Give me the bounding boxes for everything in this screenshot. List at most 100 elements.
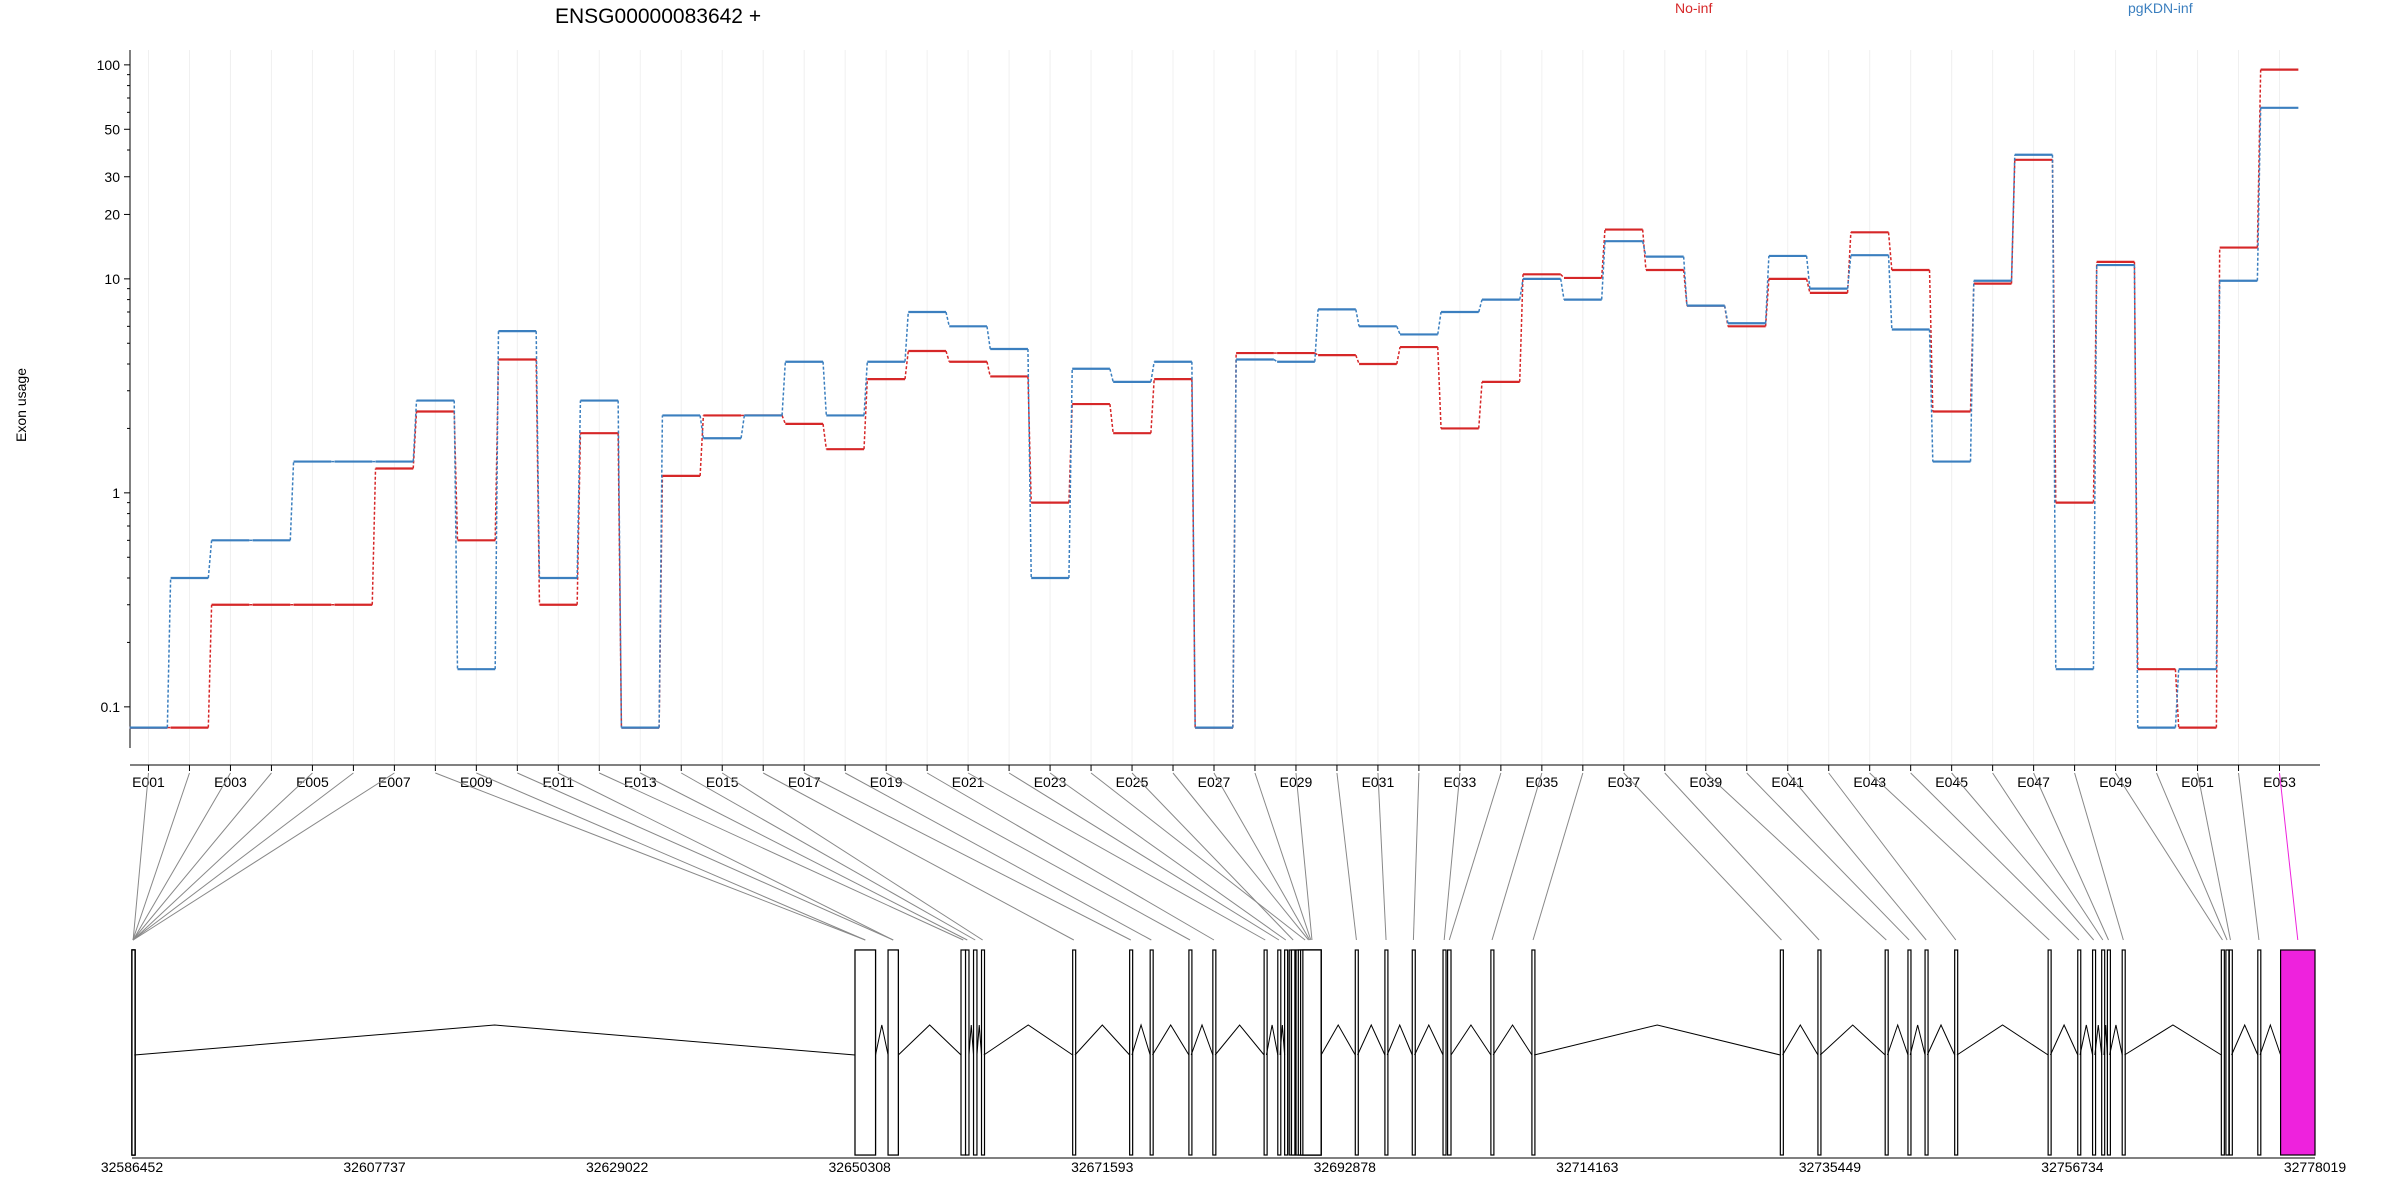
intron-line xyxy=(875,1024,889,1056)
series-connector xyxy=(494,331,500,670)
x-tick-label: E013 xyxy=(624,774,657,790)
intron-line xyxy=(2231,1023,2259,1056)
intron-line xyxy=(1214,1024,1265,1056)
exon-box xyxy=(960,949,967,1156)
intron-line xyxy=(1190,1023,1214,1056)
series-connector xyxy=(1969,283,1975,412)
x-tick-label: E035 xyxy=(1525,774,1558,790)
exon-connector xyxy=(1951,772,2095,941)
genome-coordinate-label: 32629022 xyxy=(586,1159,649,1175)
series-connector xyxy=(1887,255,1893,330)
series-connector xyxy=(781,361,787,416)
genome-coordinate-label: 32650308 xyxy=(829,1159,892,1175)
exon-connector xyxy=(476,772,866,941)
genome-coordinate-label: 32756734 xyxy=(2041,1159,2104,1175)
series-connector xyxy=(1273,358,1278,363)
series-connector xyxy=(1109,403,1114,434)
y-tick-label: 10 xyxy=(104,271,120,287)
x-tick-label: E017 xyxy=(788,774,821,790)
exon-connector xyxy=(2033,772,2109,941)
exon-connector xyxy=(1532,772,1584,941)
exon-connector xyxy=(1992,772,2104,941)
x-tick-label: E041 xyxy=(1771,774,1804,790)
genome-coordinate-label: 32671593 xyxy=(1071,1159,1134,1175)
exon-connector xyxy=(1443,772,1461,941)
series-connector xyxy=(1232,359,1237,728)
intron-line xyxy=(2109,1024,2123,1056)
exon-connector xyxy=(132,772,231,941)
series-connector xyxy=(1641,229,1647,271)
exon-connector xyxy=(640,772,968,941)
exon-box xyxy=(887,949,899,1156)
series-connector xyxy=(1109,368,1114,383)
series-connector xyxy=(2010,154,2016,281)
exon-connector xyxy=(599,772,964,941)
series-connector xyxy=(781,415,787,425)
exon-connector-lines xyxy=(132,772,2299,941)
x-tick-label: E003 xyxy=(214,774,247,790)
x-tick-label: E051 xyxy=(2181,774,2214,790)
x-tick-label: E029 xyxy=(1280,774,1313,790)
exon-box xyxy=(2228,949,2233,1156)
exon-connector xyxy=(1746,772,1910,941)
series-connector xyxy=(1437,311,1442,335)
exon-connector xyxy=(803,772,1132,941)
series-connector xyxy=(166,577,172,728)
series-connector xyxy=(1191,361,1196,728)
exon-connector xyxy=(2156,772,2228,941)
exon-box xyxy=(1384,949,1389,1156)
intron-line xyxy=(897,1024,962,1056)
exon-box xyxy=(1212,949,1217,1156)
exon-connector xyxy=(1448,772,1502,941)
intron-line xyxy=(976,1024,983,1056)
intron-line xyxy=(1909,1024,1926,1056)
exon-box xyxy=(1149,949,1154,1156)
exon-connector xyxy=(132,772,149,941)
exon-connector xyxy=(1828,772,1957,941)
intron-line xyxy=(983,1024,1073,1056)
series-lines xyxy=(129,68,2299,729)
series-connector xyxy=(1559,278,1565,300)
x-tick-label: E039 xyxy=(1689,774,1722,790)
exon-box xyxy=(1531,949,1536,1156)
exon-connector xyxy=(2197,772,2231,941)
exon-connector xyxy=(1491,772,1543,941)
exon-connector xyxy=(1623,772,1782,941)
intron-line xyxy=(1131,1023,1151,1056)
exon-box xyxy=(2225,949,2230,1156)
series-connector xyxy=(1518,278,1524,300)
intron-line xyxy=(1886,1023,1909,1056)
exon-box xyxy=(1490,949,1495,1156)
y-tick-label: 0.1 xyxy=(101,699,121,715)
x-axis: E001 E003 E005 E007 E009 E011 E013 E015 E017 E019… xyxy=(130,764,2320,790)
exon-connector xyxy=(926,772,1215,941)
series-connector xyxy=(1355,354,1360,365)
series-connector xyxy=(2133,261,2139,670)
exon-box xyxy=(1954,949,1959,1156)
x-tick-label: E015 xyxy=(706,774,739,790)
x-tick-label: E049 xyxy=(2099,774,2132,790)
genome-coordinate-label: 32692878 xyxy=(1314,1159,1377,1175)
series-connector xyxy=(945,350,950,362)
series-connector xyxy=(1396,346,1401,365)
series-connector xyxy=(576,400,582,579)
exon-box xyxy=(1411,949,1416,1156)
series-connector xyxy=(1478,299,1483,313)
series-connector xyxy=(863,361,869,416)
x-tick-label: E009 xyxy=(460,774,493,790)
exon-box xyxy=(964,949,970,1156)
series-connector xyxy=(207,540,213,579)
intron-line xyxy=(2124,1024,2222,1056)
series-connector xyxy=(1314,352,1319,356)
series-connector xyxy=(986,326,991,350)
series-connector xyxy=(822,361,828,416)
series-connector xyxy=(1518,274,1524,382)
exon-box xyxy=(1284,949,1289,1156)
exon-box xyxy=(2121,949,2126,1156)
exon-box xyxy=(1290,949,1296,1156)
x-tick-label: E037 xyxy=(1607,774,1640,790)
exon-connector xyxy=(1705,772,1887,941)
x-tick-label: E045 xyxy=(1935,774,1968,790)
genome-coordinate-label: 32586452 xyxy=(101,1159,164,1175)
intron-line xyxy=(1279,1024,1286,1056)
